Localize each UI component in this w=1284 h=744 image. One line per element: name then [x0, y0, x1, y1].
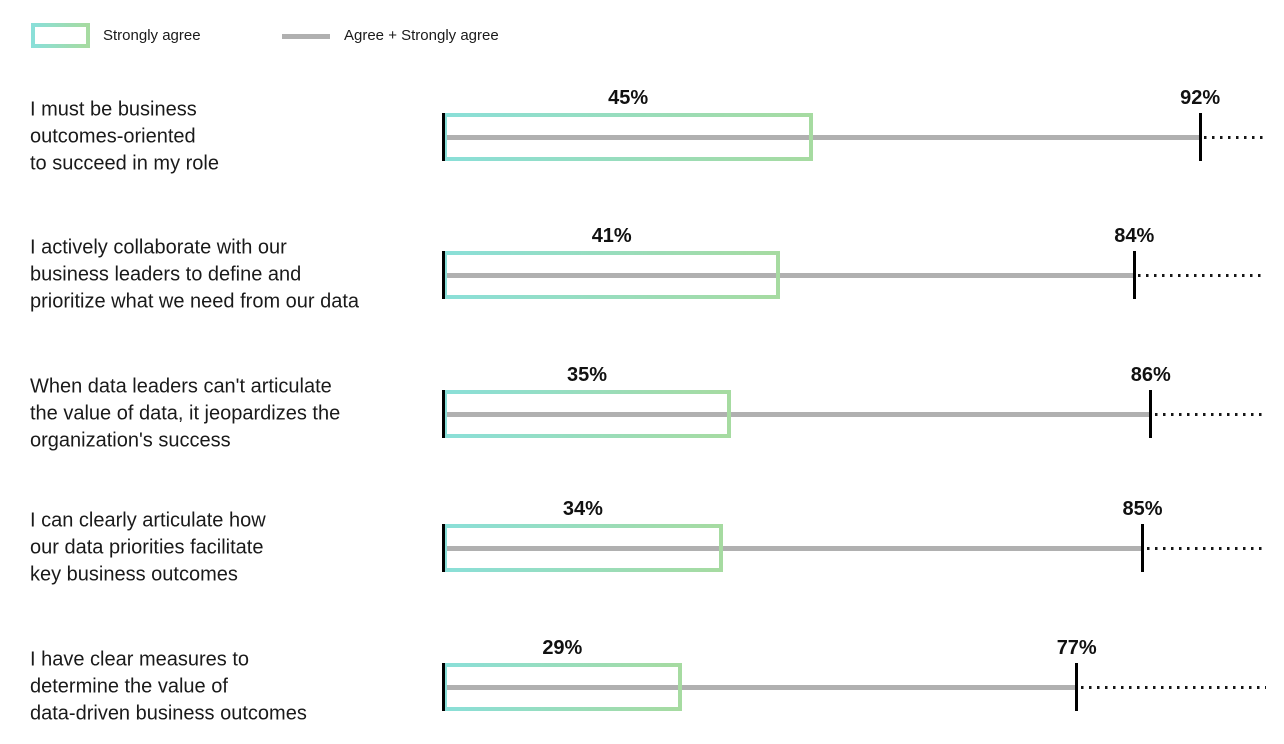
- agree-total-value: 86%: [1130, 364, 1171, 386]
- strongly-agree-box: [443, 663, 682, 711]
- row-plot: 41% 84%: [441, 225, 1266, 325]
- statement-label: When data leaders can't articulate the v…: [30, 375, 341, 452]
- agree-total-tick: [1075, 663, 1079, 711]
- chart-row: When data leaders can't articulate the v…: [0, 364, 1284, 464]
- chart-row: I have clear measures to determine the v…: [0, 637, 1284, 737]
- remainder-dotted-line: [1080, 686, 1266, 689]
- statement-label: I actively collaborate with our business…: [30, 236, 360, 313]
- remainder-dotted-line: [1138, 274, 1266, 277]
- statement-label: I have clear measures to determine the v…: [30, 648, 307, 725]
- agree-total-value: 85%: [1122, 498, 1163, 520]
- agree-total-value: 92%: [1180, 87, 1221, 109]
- agree-total-tick: [1132, 251, 1136, 299]
- remainder-dotted-line: [1146, 547, 1266, 550]
- start-tick: [441, 251, 445, 299]
- agree-total-value: 77%: [1056, 637, 1097, 659]
- remainder-dotted-line: [1204, 136, 1266, 139]
- chart-row: I can clearly articulate how our data pr…: [0, 498, 1284, 598]
- strongly-agree-box: [443, 524, 723, 572]
- strongly-agree-value: 29%: [542, 637, 583, 659]
- agree-total-bar: [443, 272, 1135, 278]
- row-plot: 29% 77%: [441, 637, 1266, 737]
- agree-total-bar: [443, 134, 1201, 140]
- row-plot: 34% 85%: [441, 498, 1266, 598]
- strongly-agree-box: [443, 113, 814, 161]
- remainder-dotted-line: [1154, 413, 1266, 416]
- start-tick: [441, 390, 445, 438]
- strongly-agree-value: 34%: [562, 498, 603, 520]
- agree-total-bar: [443, 545, 1143, 551]
- agree-total-value: 84%: [1114, 225, 1155, 247]
- agree-total-bar: [443, 684, 1077, 690]
- start-tick: [441, 663, 445, 711]
- statement-label: I must be business outcomes-oriented to …: [30, 98, 219, 175]
- strongly-agree-value: 35%: [567, 364, 608, 386]
- row-plot: 45% 92%: [441, 87, 1266, 187]
- statement-label: I can clearly articulate how our data pr…: [30, 509, 266, 586]
- chart-legend: Strongly agree Agree + Strongly agree: [0, 0, 1284, 60]
- strongly-agree-box: [443, 251, 781, 299]
- start-tick: [441, 524, 445, 572]
- strongly-agree-value: 45%: [608, 87, 649, 109]
- chart-row: I must be business outcomes-oriented to …: [0, 87, 1284, 187]
- legend-label-agree-total: Agree + Strongly agree: [344, 27, 499, 44]
- agree-total-swatch-icon: [282, 34, 330, 39]
- chart-row: I actively collaborate with our business…: [0, 225, 1284, 325]
- agree-total-bar: [443, 411, 1151, 417]
- legend-label-strongly-agree: Strongly agree: [103, 27, 201, 44]
- agree-total-tick: [1198, 113, 1202, 161]
- strongly-agree-value: 41%: [591, 225, 632, 247]
- start-tick: [441, 113, 445, 161]
- strongly-agree-box: [443, 390, 732, 438]
- strongly-agree-swatch-icon: [31, 23, 90, 48]
- row-plot: 35% 86%: [441, 364, 1266, 464]
- agree-total-tick: [1149, 390, 1153, 438]
- agree-total-tick: [1141, 524, 1145, 572]
